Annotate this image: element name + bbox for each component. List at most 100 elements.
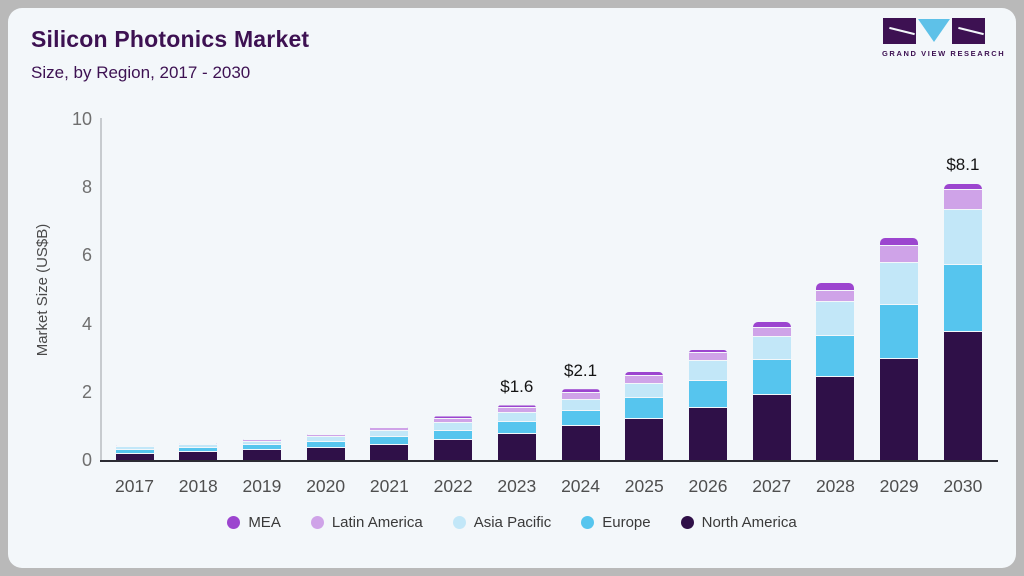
x-axis-line	[100, 460, 998, 462]
bar-2021[interactable]	[370, 427, 409, 460]
segment-europe-2030[interactable]	[943, 265, 982, 332]
segment-north-america-2018[interactable]	[179, 452, 218, 460]
bar-2017[interactable]	[115, 445, 154, 460]
bar-2025[interactable]	[625, 372, 664, 460]
segment-asia-pacific-2019[interactable]	[242, 441, 281, 446]
segment-europe-2017[interactable]	[115, 450, 154, 454]
segment-north-america-2019[interactable]	[242, 450, 281, 460]
segment-mea-2025[interactable]	[625, 372, 664, 377]
segment-asia-pacific-2028[interactable]	[816, 302, 855, 337]
segment-north-america-2025[interactable]	[625, 418, 664, 460]
segment-asia-pacific-2018[interactable]	[179, 445, 218, 449]
segment-europe-2028[interactable]	[816, 336, 855, 378]
legend-item-asia-pacific[interactable]: Asia Pacific	[452, 514, 552, 531]
segment-north-america-2017[interactable]	[115, 453, 154, 460]
segment-latin-america-2018[interactable]	[179, 443, 218, 446]
segment-latin-america-2020[interactable]	[306, 434, 345, 437]
bar-2020[interactable]	[306, 433, 345, 460]
segment-asia-pacific-2021[interactable]	[370, 431, 409, 438]
bar-2022[interactable]	[434, 416, 473, 460]
legend-item-europe[interactable]: Europe	[581, 514, 651, 531]
segment-latin-america-2026[interactable]	[688, 353, 727, 362]
segment-north-america-2027[interactable]	[752, 394, 791, 460]
segment-mea-2030[interactable]	[943, 183, 982, 190]
segment-latin-america-2025[interactable]	[625, 376, 664, 384]
legend-item-north-america[interactable]: North America	[680, 514, 797, 531]
segment-mea-2019[interactable]	[242, 438, 281, 440]
segment-europe-2021[interactable]	[370, 437, 409, 445]
segment-north-america-2026[interactable]	[688, 408, 727, 460]
bar-2026[interactable]	[688, 349, 727, 460]
segment-north-america-2030[interactable]	[943, 331, 982, 460]
segment-latin-america-2027[interactable]	[752, 327, 791, 337]
bar-2019[interactable]	[242, 438, 281, 460]
segment-mea-2023[interactable]	[497, 405, 536, 408]
segment-asia-pacific-2027[interactable]	[752, 336, 791, 360]
segment-mea-2027[interactable]	[752, 321, 791, 328]
segment-mea-2024[interactable]	[561, 389, 600, 393]
segment-mea-2017[interactable]	[115, 445, 154, 447]
segment-latin-america-2028[interactable]	[816, 290, 855, 303]
bar-2024[interactable]	[561, 389, 600, 460]
segment-asia-pacific-2030[interactable]	[943, 210, 982, 266]
segment-mea-2020[interactable]	[306, 433, 345, 435]
grand-view-research-logo: GRAND VIEW RESEARCH	[882, 18, 1004, 58]
legend-item-latin-america[interactable]: Latin America	[310, 514, 423, 531]
bar-2028[interactable]	[816, 283, 855, 460]
segment-asia-pacific-2023[interactable]	[497, 412, 536, 423]
segment-north-america-2020[interactable]	[306, 447, 345, 460]
legend-item-mea[interactable]: MEA	[227, 514, 281, 531]
segment-europe-2019[interactable]	[242, 445, 281, 451]
legend-dot-icon	[227, 516, 241, 529]
x-axis-label-2027: 2027	[752, 476, 792, 496]
segment-asia-pacific-2029[interactable]	[880, 263, 919, 305]
segment-latin-america-2019[interactable]	[242, 439, 281, 442]
segment-north-america-2023[interactable]	[497, 433, 536, 460]
segment-europe-2026[interactable]	[688, 380, 727, 409]
segment-mea-2022[interactable]	[434, 416, 473, 420]
bar-2029[interactable]	[880, 238, 919, 460]
x-axis-label-2025: 2025	[624, 476, 664, 496]
segment-asia-pacific-2026[interactable]	[688, 361, 727, 381]
segment-asia-pacific-2025[interactable]	[625, 383, 664, 399]
segment-mea-2026[interactable]	[688, 349, 727, 354]
segment-mea-2021[interactable]	[370, 427, 409, 429]
segment-latin-america-2017[interactable]	[115, 446, 154, 448]
bar-2023[interactable]	[497, 405, 536, 460]
x-axis-label-2028: 2028	[815, 476, 855, 496]
segment-latin-america-2029[interactable]	[880, 245, 919, 264]
legend-label: Asia Pacific	[473, 514, 552, 531]
page-title: Silicon Photonics Market	[31, 26, 310, 52]
bar-2030[interactable]	[943, 183, 982, 460]
segment-europe-2022[interactable]	[434, 430, 473, 440]
bar-2027[interactable]	[752, 321, 791, 460]
segment-asia-pacific-2024[interactable]	[561, 400, 600, 411]
segment-europe-2027[interactable]	[752, 359, 791, 395]
segment-europe-2025[interactable]	[625, 398, 664, 419]
segment-europe-2029[interactable]	[880, 304, 919, 359]
segment-europe-2023[interactable]	[497, 422, 536, 434]
y-axis-tick-2: 2	[81, 381, 92, 402]
segment-mea-2028[interactable]	[816, 283, 855, 291]
segment-latin-america-2030[interactable]	[943, 189, 982, 211]
segment-asia-pacific-2022[interactable]	[434, 423, 473, 431]
segment-north-america-2022[interactable]	[434, 439, 473, 460]
bar-2018[interactable]	[179, 442, 218, 460]
segment-latin-america-2024[interactable]	[561, 392, 600, 401]
x-axis-label-2030: 2030	[943, 476, 983, 496]
segment-europe-2018[interactable]	[179, 448, 218, 453]
segment-latin-america-2022[interactable]	[434, 419, 473, 424]
segment-latin-america-2023[interactable]	[497, 407, 536, 413]
segment-north-america-2028[interactable]	[816, 377, 855, 460]
segment-north-america-2024[interactable]	[561, 425, 600, 460]
segment-latin-america-2021[interactable]	[370, 428, 409, 432]
segment-europe-2024[interactable]	[561, 410, 600, 426]
segment-mea-2018[interactable]	[179, 442, 218, 444]
segment-europe-2020[interactable]	[306, 441, 345, 448]
segment-asia-pacific-2020[interactable]	[306, 436, 345, 442]
segment-north-america-2021[interactable]	[370, 444, 409, 460]
segment-mea-2029[interactable]	[880, 238, 919, 246]
segment-asia-pacific-2017[interactable]	[115, 447, 154, 451]
y-axis-tick-4: 4	[81, 313, 92, 334]
segment-north-america-2029[interactable]	[880, 358, 919, 460]
